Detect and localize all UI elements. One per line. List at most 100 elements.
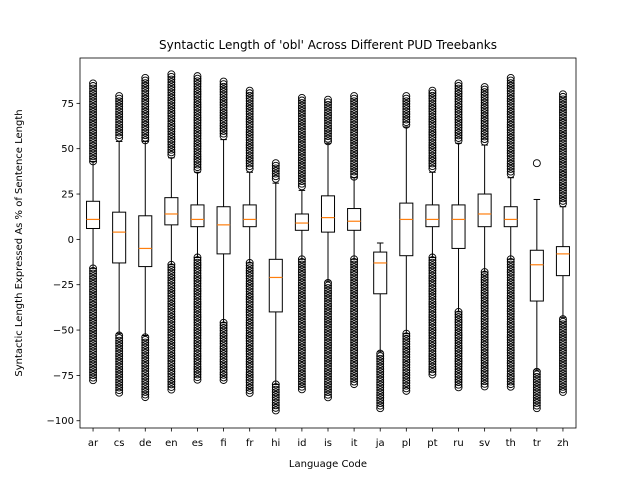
flier-low: [245, 308, 254, 317]
flier-high: [219, 106, 228, 115]
flier-low: [480, 361, 489, 370]
flier-high: [506, 146, 515, 155]
flier-high: [454, 110, 463, 119]
iqr-box: [268, 258, 283, 313]
flier-low: [454, 365, 463, 374]
flier-high: [428, 102, 437, 111]
flier-low: [454, 375, 463, 384]
flier-low: [558, 359, 567, 368]
flier-high: [506, 128, 515, 137]
flier-low: [506, 351, 515, 360]
flier-low: [454, 380, 463, 389]
flier-high: [115, 94, 124, 103]
flier-low: [219, 326, 228, 335]
flier-low: [506, 299, 515, 308]
flier-low: [480, 281, 489, 289]
flier-low: [245, 368, 254, 377]
flier-low: [167, 336, 176, 345]
flier-low: [219, 357, 228, 366]
iqr-box: [347, 208, 362, 231]
flier-low: [402, 353, 411, 362]
flier-low: [324, 346, 332, 355]
flier-low: [428, 341, 437, 350]
flier-high: [193, 116, 202, 125]
flier-high: [219, 88, 228, 96]
flier-low: [350, 367, 359, 376]
flier-high: [324, 129, 332, 138]
flier-high: [480, 98, 489, 107]
flier-low: [193, 339, 202, 348]
flier-low: [245, 331, 254, 340]
flier-low: [402, 386, 411, 395]
flier-low: [297, 289, 306, 298]
flier-low: [324, 299, 332, 308]
flier-low: [454, 352, 463, 361]
flier-low: [480, 366, 489, 375]
flier-low: [89, 337, 98, 346]
flier-low: [428, 284, 437, 293]
flier-low: [558, 338, 567, 347]
flier-low: [454, 315, 463, 324]
flier-low: [480, 296, 489, 305]
flier-low: [297, 296, 306, 305]
flier-low: [297, 268, 306, 277]
flier-low: [297, 354, 306, 363]
flier-high: [506, 89, 515, 98]
flier-low: [506, 382, 515, 391]
flier-low: [193, 297, 202, 306]
flier-low: [376, 367, 385, 376]
flier-high: [89, 136, 98, 145]
flier-high: [506, 113, 515, 121]
flier-high: [350, 123, 359, 132]
flier-low: [506, 260, 515, 269]
flier-low: [558, 333, 567, 342]
flier-high: [506, 154, 515, 163]
flier-low: [350, 380, 359, 389]
flier-high: [350, 141, 359, 150]
flier-low: [480, 314, 489, 323]
flier-low: [245, 311, 254, 319]
x-tick-label-fr: fr: [246, 438, 255, 449]
flier-low: [558, 325, 567, 334]
flier-low: [506, 265, 515, 274]
flier-low: [141, 369, 150, 378]
flier-high: [141, 118, 150, 127]
flier-high: [167, 88, 176, 97]
flier-low: [324, 294, 332, 303]
flier-low: [402, 355, 411, 364]
flier-low: [558, 320, 567, 329]
flier-low: [297, 276, 306, 285]
flier-low: [454, 372, 463, 381]
flier-high: [297, 174, 306, 183]
flier-high: [558, 90, 567, 99]
flier-low: [297, 286, 306, 295]
flier-high: [428, 128, 437, 137]
flier-high: [297, 96, 306, 105]
flier-high: [89, 139, 98, 148]
flier-low: [245, 381, 254, 390]
flier-high: [193, 163, 202, 172]
flier-low: [558, 356, 567, 365]
flier-high: [350, 167, 359, 176]
flier-low: [402, 376, 411, 385]
flier-high: [245, 102, 254, 111]
flier-high: [245, 110, 254, 118]
flier-high: [141, 87, 150, 95]
flier-low: [297, 364, 306, 373]
flier-low: [167, 346, 176, 355]
flier-low: [454, 326, 463, 335]
flier-low: [324, 349, 332, 358]
flier-low: [480, 322, 489, 331]
flier-low: [193, 269, 202, 278]
flier-low: [89, 290, 98, 299]
flier-high: [193, 108, 202, 117]
flier-low: [402, 345, 411, 354]
flier-low: [350, 333, 359, 342]
flier-low: [532, 391, 541, 400]
flier-low: [193, 326, 202, 335]
flier-high: [454, 123, 463, 132]
flier-high: [506, 81, 515, 90]
flier-low: [115, 367, 124, 376]
flier-low: [558, 336, 567, 344]
flier-high: [89, 95, 98, 103]
